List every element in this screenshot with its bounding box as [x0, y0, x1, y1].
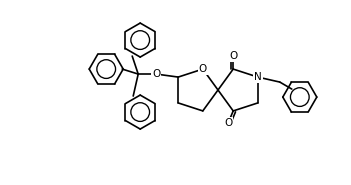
- Text: N: N: [254, 72, 262, 82]
- Text: O: O: [229, 51, 237, 61]
- Text: O: O: [224, 118, 232, 128]
- Text: O: O: [152, 69, 160, 79]
- Text: O: O: [199, 64, 207, 74]
